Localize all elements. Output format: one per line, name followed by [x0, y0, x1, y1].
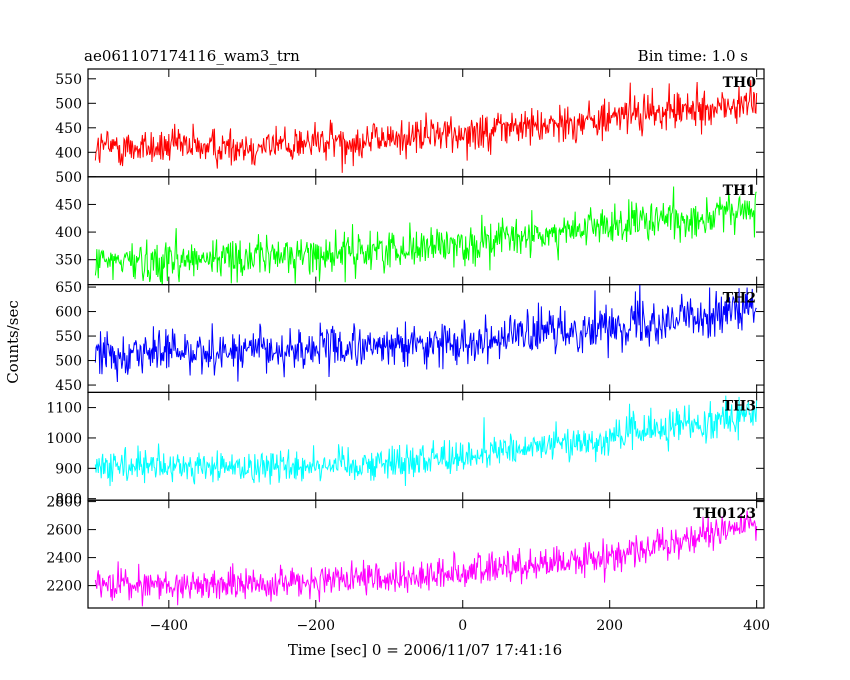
y-tick-label: 1100	[46, 401, 82, 417]
y-tick-label: 350	[55, 253, 82, 269]
panel-label-th1: TH1	[723, 183, 756, 199]
series-line-th1	[94, 186, 757, 285]
y-tick-label: 2400	[46, 551, 82, 567]
x-tick-label: 0	[458, 618, 467, 634]
series-line-th2	[94, 284, 757, 382]
panel-th2: 450 500 550 600 650 TH2	[55, 280, 765, 394]
y-tick-label: 600	[55, 305, 82, 321]
panel-th1: 350 400 450 500 TH1	[55, 170, 765, 286]
y-tick-label: 2600	[46, 523, 82, 539]
x-tick-label: −200	[297, 618, 335, 634]
y-tick-label: 2200	[46, 579, 82, 595]
x-tick-label: 400	[743, 618, 770, 634]
y-tick-label: 400	[55, 225, 82, 241]
y-tick-label: 400	[55, 145, 82, 161]
panel-label-th3: TH3	[723, 398, 756, 414]
x-axis: −400 −200 0 200 400	[150, 618, 770, 634]
panel-th0123: 2200 2400 2600 2800 TH0123	[46, 495, 765, 609]
y-tick-label: 450	[55, 121, 82, 137]
y-tick-label: 500	[55, 170, 82, 186]
panel-label-th0: TH0	[723, 75, 757, 91]
x-tick-label: −400	[150, 618, 188, 634]
series-line-th3	[94, 395, 758, 487]
y-tick-label: 450	[55, 197, 82, 213]
figure-title-left: ae061107174116_wam3_trn	[84, 47, 300, 65]
panel-frame	[87, 499, 765, 609]
x-axis-label: Time [sec] 0 = 2006/11/07 17:41:16	[288, 641, 562, 659]
series-line-th0123	[94, 510, 758, 607]
panel-stack: 400 450 500 550 TH0 350 400 450 500 TH1 450 500 550 6…	[46, 68, 765, 609]
panel-th0: 400 450 500 550 TH0	[55, 68, 765, 178]
y-axis-label: Counts/sec	[4, 300, 22, 384]
panel-frame	[87, 284, 765, 394]
panel-label-th0123: TH0123	[693, 506, 756, 522]
y-tick-label: 1000	[46, 431, 82, 447]
panel-frame	[87, 391, 765, 501]
y-tick-label: 800	[55, 492, 82, 508]
series-line-th0	[94, 80, 758, 173]
y-tick-label: 550	[55, 72, 82, 88]
y-tick-label: 500	[55, 96, 82, 112]
y-tick-label: 550	[55, 329, 82, 345]
panel-th3: 800 900 1000 1100 TH3	[46, 391, 765, 508]
y-tick-label: 450	[55, 378, 82, 394]
y-tick-label: 2800	[46, 495, 82, 511]
y-tick-label: 500	[55, 354, 82, 370]
figure-title-right: Bin time: 1.0 s	[638, 47, 748, 65]
y-tick-label: 900	[55, 461, 82, 477]
x-tick-label: 200	[596, 618, 623, 634]
panel-label-th2: TH2	[723, 291, 756, 307]
y-tick-label: 650	[55, 280, 82, 296]
